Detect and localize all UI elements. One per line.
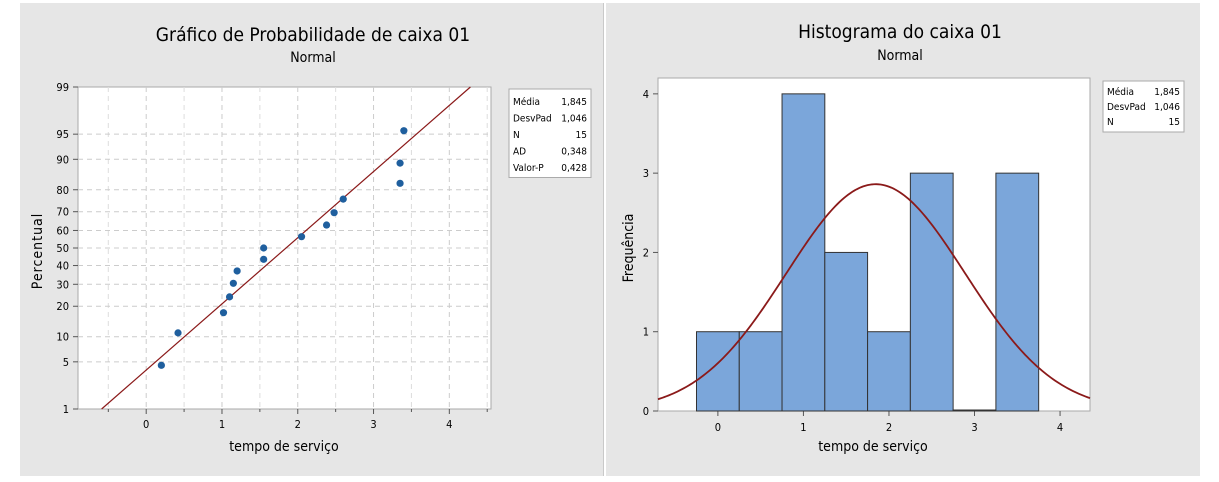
y-tick-label: 95	[56, 128, 69, 141]
stat-label: Média	[513, 96, 540, 108]
chart-title: Gráfico de Probabilidade de caixa 01	[156, 24, 470, 46]
x-tick-label: 0	[715, 421, 721, 434]
histogram-bar	[995, 172, 1040, 412]
stat-label: N	[513, 130, 520, 141]
stat-label: DesvPad	[1107, 102, 1146, 113]
probability-plot-panel: Gráfico de Probabilidade de caixa 01 Nor…	[20, 3, 604, 476]
x-tick-label: 3	[370, 418, 376, 431]
normal-curve	[657, 183, 1091, 401]
y-tick-label: 1	[63, 403, 69, 416]
data-point	[330, 209, 338, 217]
data-point	[396, 179, 404, 187]
stat-label: DesvPad	[513, 114, 552, 125]
probability-plot: Gráfico de Probabilidade de caixa 01 Nor…	[30, 24, 592, 455]
histogram-bar	[695, 331, 740, 412]
histogram-bar	[738, 331, 783, 412]
data-point	[322, 221, 331, 229]
y-tick-label: 1	[643, 326, 649, 339]
stat-value: 15	[576, 130, 587, 141]
y-tick-label: 20	[56, 300, 69, 313]
data-point	[297, 233, 306, 241]
stat-value: 1,046	[1154, 102, 1180, 113]
y-tick-label: 30	[56, 278, 69, 291]
data-point	[339, 195, 347, 203]
y-tick-label: 5	[63, 356, 69, 369]
histogram-bar	[867, 331, 911, 412]
y-tick-label: 4	[643, 88, 649, 101]
stat-value: 0,348	[561, 147, 587, 158]
stat-value: 1,046	[561, 114, 587, 125]
x-tick-label: 2	[886, 421, 892, 434]
x-tick-label: 3	[971, 421, 977, 434]
data-point	[219, 309, 228, 317]
x-tick-label: 4	[446, 418, 452, 431]
y-axis-label: Percentual	[30, 213, 46, 290]
chart-subtitle: Normal	[290, 50, 336, 66]
stats-legend: Média 1,845 DesvPad 1,046 N 15	[1102, 80, 1185, 133]
x-tick-label: 0	[143, 418, 149, 431]
y-tick-label: 10	[56, 331, 69, 344]
data-point	[260, 244, 268, 252]
data-point	[400, 127, 408, 135]
histogram-panel: Histograma do caixa 01 Normal 0 1 2 3 4 0 1 2 3 4…	[606, 3, 1200, 476]
chart-subtitle: Normal	[877, 48, 923, 64]
data-point	[174, 329, 182, 337]
data-point	[396, 159, 404, 167]
histogram-bar	[952, 409, 997, 412]
stat-value: 15	[1169, 117, 1180, 128]
y-tick-label: 40	[56, 260, 69, 273]
y-tick-label: 90	[56, 153, 69, 166]
y-tick-label: 80	[56, 184, 69, 197]
stats-box	[508, 88, 592, 178]
y-tick-label: 0	[643, 405, 649, 418]
y-tick-label: 70	[56, 206, 69, 219]
data-point	[229, 279, 237, 287]
histogram-bar	[824, 251, 869, 412]
data-point	[225, 293, 234, 301]
y-tick-label: 99	[56, 81, 69, 94]
data-point	[233, 267, 241, 275]
histogram-bar	[909, 172, 954, 412]
x-tick-label: 2	[295, 418, 301, 431]
y-tick-label: 3	[643, 167, 649, 180]
histogram-plot: Histograma do caixa 01 Normal 0 1 2 3 4 0 1 2 3 4…	[621, 21, 1185, 455]
stat-label: AD	[513, 147, 526, 158]
data-point	[260, 255, 268, 263]
fit-line	[101, 86, 471, 410]
x-tick-label: 1	[219, 418, 225, 431]
y-axis-label: Frequência	[621, 214, 637, 283]
x-axis-label: tempo de serviço	[818, 439, 928, 455]
stats-box	[1102, 80, 1185, 133]
y-tick-label: 2	[643, 246, 649, 259]
x-tick-label: 1	[800, 421, 806, 434]
stats-legend: Média 1,845 DesvPad 1,046 N 15 AD 0,348 Valor-P 0…	[508, 88, 592, 178]
stat-label: Valor-P	[513, 163, 544, 174]
stat-value: 1,845	[561, 97, 587, 108]
stat-value: 0,428	[561, 163, 587, 174]
stat-value: 1,845	[1154, 87, 1180, 98]
y-tick-label: 50	[56, 242, 69, 255]
chart-title: Histograma do caixa 01	[798, 21, 1002, 43]
y-tick-label: 60	[56, 224, 69, 237]
histogram-bar	[781, 93, 826, 412]
data-point	[157, 361, 165, 369]
stat-label: Média	[1107, 86, 1134, 98]
x-tick-label: 4	[1057, 421, 1063, 434]
x-axis-label: tempo de serviço	[229, 439, 339, 455]
stat-label: N	[1107, 117, 1114, 128]
